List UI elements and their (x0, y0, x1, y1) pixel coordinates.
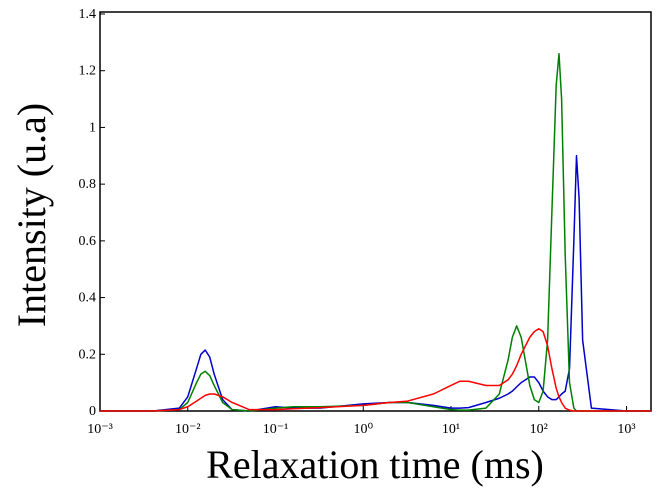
x-tick-label: 10⁻² (175, 422, 201, 437)
y-tick-label: 0 (89, 404, 96, 419)
series-line (100, 328, 651, 412)
y-tick-label: 0.8 (79, 177, 97, 192)
series-line (100, 155, 651, 412)
x-tick-label: 10¹ (442, 422, 460, 437)
x-tick-label: 10² (530, 422, 548, 437)
y-tick-label: 1 (89, 120, 96, 135)
y-axis-label: Intensity (u.a) (9, 103, 54, 327)
y-tick-label: 0.6 (79, 234, 97, 249)
series-line (100, 52, 651, 412)
x-tick-label: 10³ (617, 422, 635, 437)
x-tick-label: 10⁻³ (87, 422, 113, 437)
x-axis-label: Relaxation time (ms) (206, 442, 544, 487)
plot-frame (99, 11, 652, 412)
y-tick-label: 1.2 (79, 64, 97, 79)
y-tick-label: 0.4 (79, 291, 97, 306)
x-tick-label: 10⁻¹ (263, 422, 289, 437)
y-tick-label: 1.4 (79, 7, 97, 22)
y-tick-label: 0.2 (79, 347, 97, 362)
x-tick-label: 10⁰ (353, 422, 373, 437)
